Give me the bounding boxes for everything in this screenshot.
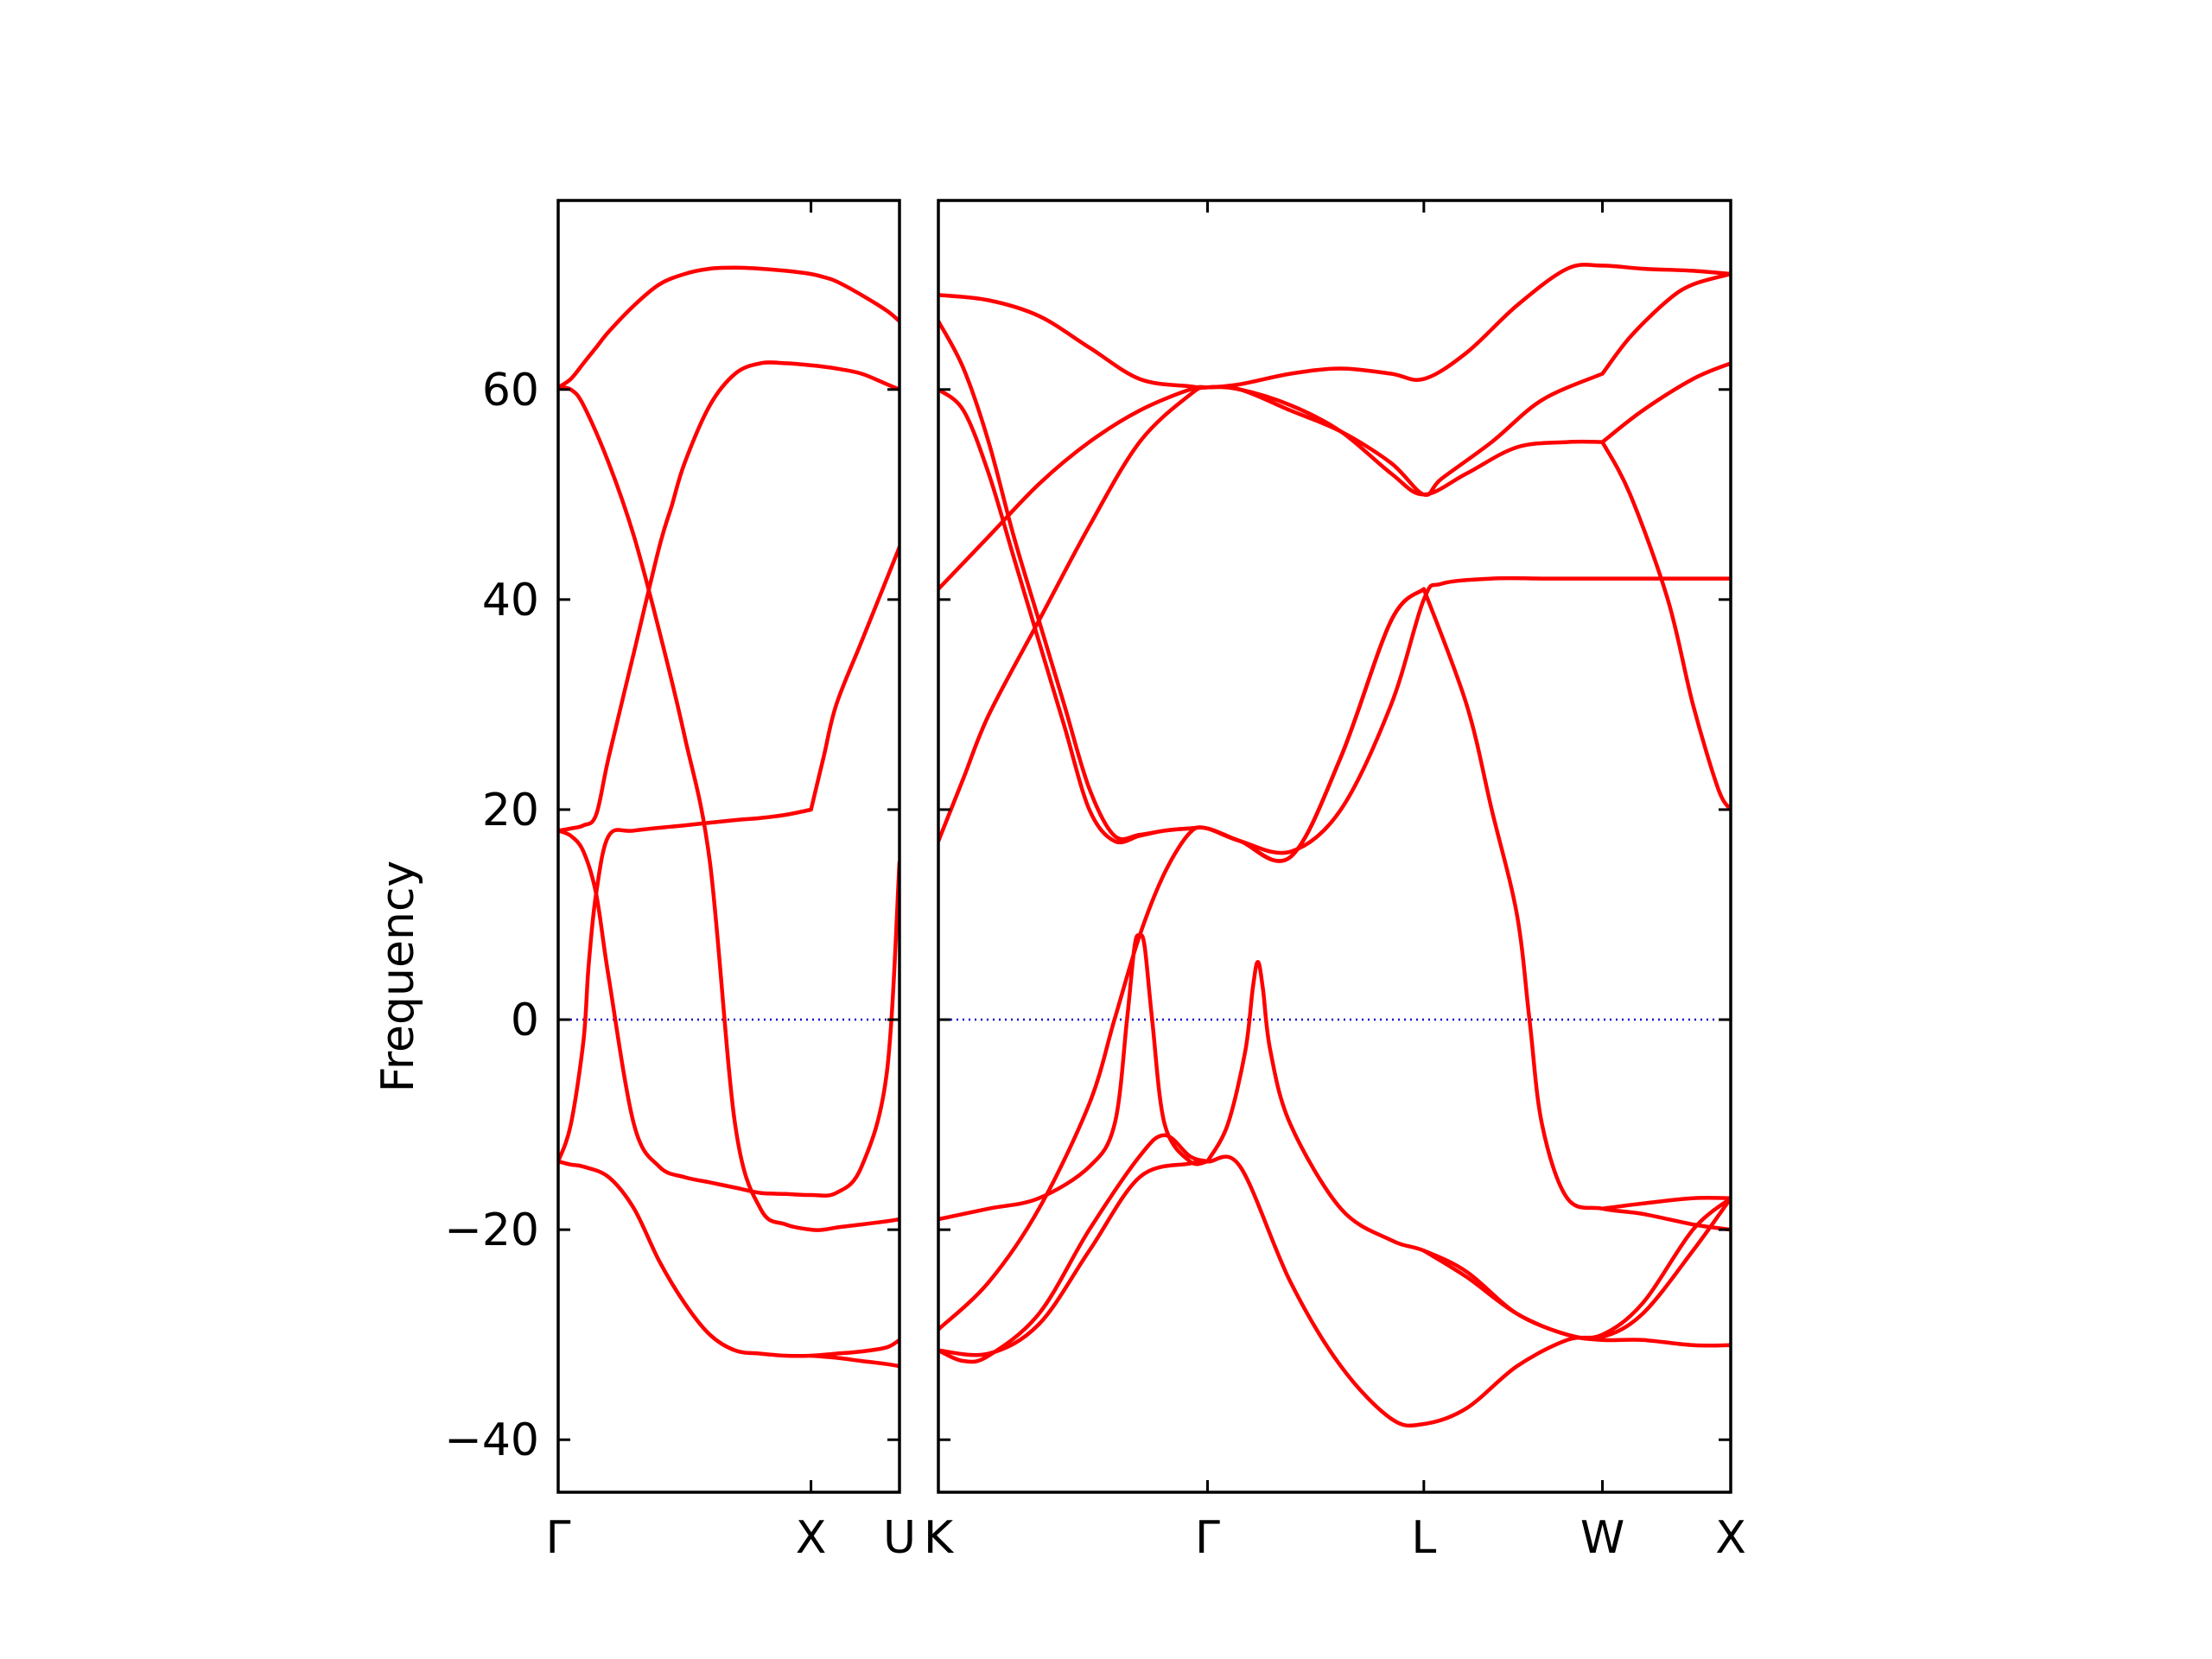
- y-axis-label: Frequency: [372, 861, 424, 1093]
- x-tick-label-K: K: [924, 1512, 955, 1564]
- y-tick-label: −20: [444, 1205, 539, 1256]
- x-tick-label-Γ: Γ: [1195, 1512, 1220, 1564]
- band-series-12: [938, 1133, 1731, 1428]
- band-series-1: [558, 265, 899, 390]
- plot-frame: [556, 199, 901, 1494]
- band-series-1: [938, 263, 1731, 390]
- y-tick-label: 0: [511, 995, 539, 1046]
- band-series-4: [938, 372, 1605, 591]
- band-series-7: [809, 1353, 899, 1369]
- band-series-2: [558, 385, 899, 1232]
- x-tick-label-L: L: [1411, 1512, 1436, 1564]
- x-tick-label-X: X: [1715, 1512, 1746, 1564]
- band-lines: [558, 265, 899, 1369]
- panel-1: −40 −20 0 20 40 60 Γ X U: [444, 199, 916, 1564]
- x-tick-label-Γ: Γ: [546, 1512, 571, 1564]
- x-tick-label-W: W: [1580, 1512, 1624, 1564]
- band-series-15: [1421, 1196, 1731, 1341]
- band-series-3: [558, 360, 899, 833]
- x-tick-label-X: X: [796, 1512, 827, 1564]
- band-series-6: [1600, 361, 1731, 444]
- y-tick-label: 20: [482, 785, 539, 836]
- band-series-9: [938, 933, 1210, 1222]
- band-series-13: [938, 1159, 1210, 1357]
- band-series-8: [809, 544, 899, 812]
- y-tick-label: −40: [444, 1414, 539, 1466]
- panels-layer: −40 −20 0 20 40 60 Γ X U K Γ L W X: [444, 199, 1746, 1564]
- band-series-11: [938, 587, 1427, 1332]
- y-tick-label: 40: [482, 575, 539, 626]
- band-lines: [938, 263, 1731, 1428]
- band-series-5: [938, 385, 1605, 843]
- band-series-16: [1600, 1196, 1731, 1211]
- band-series-7: [1600, 440, 1731, 812]
- y-tick-label: 60: [482, 365, 539, 416]
- band-series-14: [1421, 587, 1731, 1232]
- band-series-8: [1600, 271, 1731, 376]
- band-series-6: [558, 1159, 899, 1358]
- band-series-10: [1205, 959, 1731, 1348]
- x-tick-label-U: U: [883, 1512, 916, 1564]
- plot-frame: [937, 199, 1732, 1494]
- band-series-5: [558, 807, 813, 1164]
- band-series-4: [558, 829, 899, 1198]
